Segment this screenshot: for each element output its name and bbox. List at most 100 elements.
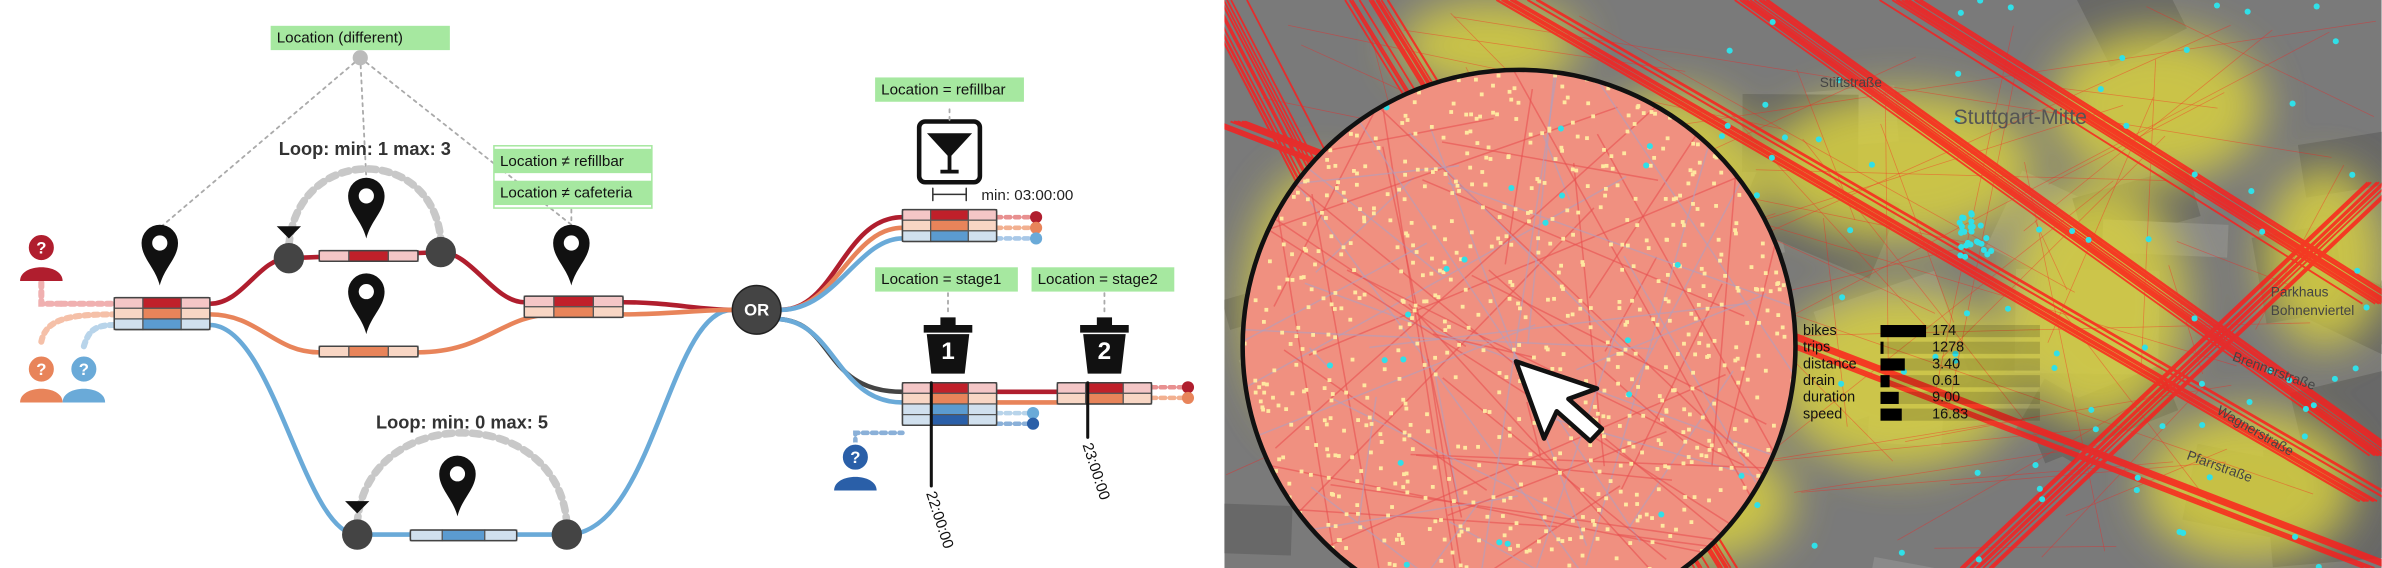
trip-line: [2061, 310, 2216, 511]
lens-point: [1565, 95, 1570, 100]
lens-point: [1451, 101, 1456, 106]
lens-point: [1422, 299, 1427, 304]
lens-point: [1718, 488, 1723, 492]
lens-point: [1518, 460, 1523, 465]
trip-line: [1767, 0, 2382, 442]
lens-point: [1742, 449, 1747, 453]
block-cell: [967, 382, 998, 394]
place-label: Bohnenviertel: [2271, 303, 2355, 318]
lens-point: [1491, 495, 1496, 500]
station-dot: [1762, 101, 1769, 108]
lens-point: [1362, 292, 1367, 297]
block-cell: [1122, 392, 1153, 405]
lens-trip: [1242, 193, 1467, 348]
lens-point: [1508, 433, 1512, 438]
lens-point: [1606, 86, 1611, 91]
lens-point: [1603, 193, 1608, 198]
lens-point: [1602, 434, 1606, 439]
block-cell: [901, 208, 932, 221]
lens-point: [1659, 442, 1663, 446]
lens-point: [1331, 492, 1336, 497]
lens-point: [1445, 350, 1450, 355]
lens-point: [1359, 469, 1364, 473]
lens-point: [1481, 348, 1486, 353]
lens-point: [1509, 242, 1514, 247]
lens-trip: [1516, 324, 1620, 568]
lens-point: [1617, 424, 1622, 428]
lens-point: [1602, 147, 1606, 152]
lens-point: [1450, 550, 1455, 555]
block-cell: [387, 345, 419, 358]
lens-point: [1570, 167, 1575, 172]
lens-point: [1339, 252, 1344, 257]
station-dot: [1955, 70, 1962, 77]
end-dot: [1026, 407, 1040, 420]
lens-point: [1449, 110, 1454, 114]
station-dot: [1977, 222, 1984, 229]
lens-point: [1325, 157, 1330, 162]
lens-point: [1681, 223, 1686, 228]
lens-point: [1605, 340, 1610, 345]
lens-point: [1593, 404, 1597, 409]
lens-point: [1635, 223, 1640, 228]
lens-point: [1354, 182, 1359, 187]
lens-point: [1497, 435, 1502, 439]
event-block: [901, 381, 998, 426]
lens-point: [1693, 352, 1698, 357]
trip-line: [1913, 0, 2382, 295]
lens-point: [1333, 163, 1338, 168]
lens-point: [1422, 184, 1427, 189]
lens-trip: [1449, 521, 1543, 568]
end-dot: [1181, 391, 1195, 404]
trip-line: [1730, 113, 1928, 329]
station-dot: [2246, 399, 2253, 406]
lens-point: [1697, 341, 1702, 345]
lens-point: [1430, 170, 1435, 174]
station-dot: [2352, 365, 2359, 372]
event-block: [113, 296, 211, 331]
lens-point: [1261, 407, 1265, 412]
lens-point: [1755, 395, 1760, 400]
station-dot: [1811, 542, 1818, 549]
lens-point: [1495, 112, 1499, 117]
lens-point: [1388, 218, 1393, 223]
station-dot: [2069, 228, 2076, 235]
lens-point: [1552, 456, 1557, 461]
or-node: [731, 284, 782, 335]
lens-point: [1516, 301, 1520, 306]
lens-point: [1336, 180, 1340, 185]
lens-point: [1568, 537, 1572, 541]
lens-station: [1403, 561, 1410, 568]
block-cell: [1084, 382, 1124, 394]
lens-point: [1729, 465, 1734, 470]
lens-point: [1390, 505, 1394, 509]
block-outline: [1056, 381, 1153, 405]
station-dot: [1754, 502, 1761, 509]
trip-line: [1746, 0, 2382, 457]
trip-line: [1796, 69, 1856, 220]
lens-point: [1709, 443, 1714, 448]
lens-trip: [1311, 193, 1387, 568]
lens-point: [1280, 330, 1285, 335]
lens-point: [1588, 443, 1593, 448]
lens-point: [1649, 110, 1654, 114]
person-link: [38, 311, 118, 345]
lens-point: [1403, 159, 1408, 164]
block-outline: [901, 208, 998, 243]
lens-point: [1284, 407, 1289, 412]
lens-point: [1438, 268, 1442, 273]
lens-point: [1745, 320, 1750, 325]
lens-point: [1399, 269, 1404, 274]
lens-point: [1402, 437, 1407, 442]
station-dot: [1975, 556, 1982, 563]
station-dot: [2332, 38, 2339, 45]
lens-point: [1733, 442, 1738, 447]
lens-point: [1443, 237, 1447, 242]
constraint-text: Location = stage2: [1038, 271, 1158, 288]
stat-track: [1880, 391, 2040, 404]
lens-point: [1712, 154, 1717, 159]
lens-point: [1502, 533, 1507, 538]
station-dot: [1983, 235, 1990, 242]
block-cell: [348, 345, 389, 358]
lens-point: [1481, 205, 1485, 210]
